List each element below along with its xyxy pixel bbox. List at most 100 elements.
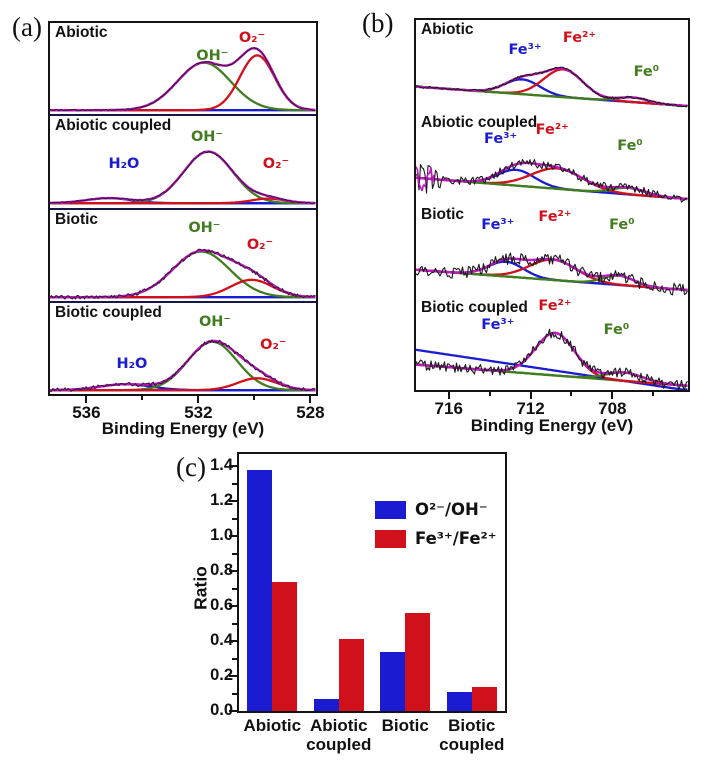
x-axis-tick [447, 392, 450, 399]
peak-label: Fe³⁺ [508, 42, 542, 59]
subpanel-title: Abiotic [55, 24, 108, 41]
peak-label: Fe⁰ [617, 138, 643, 155]
peak-label: O₂⁻ [260, 336, 287, 353]
y-axis-minor-tick [232, 657, 237, 660]
x-axis-tick [611, 392, 614, 399]
spectrum-plot [50, 47, 316, 112]
spectrum-plot [50, 150, 316, 205]
category-label: Biotic coupled [439, 716, 505, 755]
y-axis-tick [229, 640, 237, 643]
peak-label: O₂⁻ [262, 156, 290, 173]
y-axis-tick [229, 465, 237, 468]
bar-fefe-2 [405, 613, 431, 711]
x-axis-minor-tick [570, 392, 573, 396]
y-axis-tick-label: 0.0 [210, 701, 233, 719]
y-axis-tick [229, 535, 237, 538]
spectrum-plot [416, 252, 688, 296]
y-axis-minor-tick [232, 622, 237, 625]
subpanel-title: Abiotic [421, 21, 474, 38]
legend-item-o2-oh: O²⁻/OH⁻ [375, 500, 497, 519]
y-axis-tick [229, 570, 237, 573]
y-axis-tick-label: 0.2 [210, 666, 233, 685]
bar-ooh-0 [247, 469, 273, 711]
x-axis-tick-label: 708 [598, 399, 627, 418]
peak-label: Fe³⁺ [481, 316, 515, 333]
subpanel-title: Abiotic coupled [55, 117, 172, 135]
legend-swatch-red [375, 529, 406, 548]
legend-label-o2-oh: O²⁻/OH⁻ [415, 500, 488, 519]
bar-fefe-3 [471, 686, 497, 711]
y-axis-minor-tick [232, 552, 237, 555]
x-axis-tick [85, 396, 88, 403]
peak-label: Fe⁰ [603, 322, 630, 339]
subpanel-title: Biotic coupled [421, 298, 528, 316]
y-axis-tick-label: 0.4 [210, 631, 233, 650]
peak-label: H₂O [108, 156, 140, 173]
subpanel-title: Biotic [421, 206, 465, 223]
peak-label: OH⁻ [190, 129, 224, 146]
x-axis-minor-tick [141, 396, 144, 400]
peak-label: Fe³⁺ [481, 217, 515, 234]
peak-label: OH⁻ [188, 220, 221, 237]
subpanel-biotic-coupled: Biotic coupled Fe³⁺ Fe²⁺ Fe⁰ [416, 298, 688, 390]
legend-label-fe3-fe2: Fe³⁺/Fe²⁺ [415, 529, 497, 548]
subpanel-biotic-coupled: Biotic coupled H₂O OH⁻ O₂⁻ [50, 303, 316, 394]
peak-label: Fe²⁺ [562, 30, 597, 47]
subpanel-abiotic: Abiotic OH⁻ O₂⁻ [50, 23, 316, 117]
y-axis-tick-label: 1.0 [210, 526, 233, 545]
peak-label: OH⁻ [198, 313, 232, 330]
y-axis-minor-tick [232, 587, 237, 590]
peak-label: Fe²⁺ [538, 298, 572, 315]
subpanel-biotic: Biotic Fe³⁺ Fe²⁺ Fe⁰ [416, 205, 688, 298]
bar-ooh-1 [313, 698, 339, 711]
panel-c-categories: Abiotic Abiotic coupled Biotic Biotic coupl… [239, 716, 505, 762]
x-axis-tick-label: 716 [434, 399, 463, 418]
y-axis-minor-tick [232, 482, 237, 485]
y-axis-tick [229, 675, 237, 678]
peak-label: Fe³⁺ [484, 131, 518, 147]
x-axis-tick-label: 712 [516, 399, 545, 418]
legend-swatch-blue [375, 500, 406, 519]
peak-label: O₂⁻ [246, 236, 274, 253]
peak-label: Fe⁰ [633, 64, 660, 81]
bar-fefe-1 [338, 639, 364, 711]
y-axis-tick-label: 0.6 [210, 596, 233, 615]
subpanel-biotic: Biotic OH⁻ O₂⁻ [50, 210, 316, 303]
legend: O²⁻/OH⁻ Fe³⁺/Fe²⁺ [375, 500, 497, 548]
panel-a-xaxis: 536 532 528 [50, 396, 325, 428]
y-axis-tick-label: 1.2 [210, 491, 233, 510]
x-axis-minor-tick [652, 392, 655, 396]
bar-ooh-3 [446, 691, 472, 711]
bar-fefe-0 [272, 581, 298, 711]
peak-label: OH⁻ [196, 47, 229, 64]
y-axis-minor-tick [232, 517, 237, 520]
x-axis-tick [529, 392, 532, 399]
legend-item-fe3-fe2: Fe³⁺/Fe²⁺ [375, 529, 497, 548]
spectrum-plot [416, 328, 688, 390]
x-axis-tick [197, 396, 200, 403]
peak-label: Fe⁰ [609, 217, 635, 234]
y-axis-tick [229, 710, 237, 712]
x-axis-tick-label: 528 [296, 403, 325, 422]
panel-a-spectra: Abiotic OH⁻ O₂⁻ Abiotic coupled H₂O OH⁻ O₂⁻ Bio… [48, 21, 318, 396]
x-axis-tick-label: 532 [184, 403, 213, 422]
category-label: Abiotic coupled [306, 716, 372, 755]
peak-label: Fe²⁺ [535, 121, 569, 138]
subpanel-title: Abiotic coupled [421, 113, 538, 131]
panel-a-xlabel: Binding Energy (eV) [101, 419, 265, 438]
subpanel-abiotic-coupled: Abiotic coupled Fe³⁺ Fe²⁺ Fe⁰ [416, 113, 688, 206]
panel-c-plot: O²⁻/OH⁻ Fe³⁺/Fe²⁺ 0.0 0.2 0.4 0.6 0.8 1.0 1.2 1… [210, 452, 507, 719]
panel-b-letter: (b) [362, 8, 394, 38]
panel-c-letter: (c) [176, 452, 206, 482]
x-axis-minor-tick [488, 392, 491, 396]
panel-b-spectra: Abiotic Fe³⁺ Fe²⁺ Fe⁰ Abiotic coupled Fe³⁺ Fe²… [414, 18, 690, 392]
panel-a-letter: (a) [12, 12, 42, 42]
bar-ooh-2 [380, 651, 406, 711]
subpanel-abiotic: Abiotic Fe³⁺ Fe²⁺ Fe⁰ [416, 20, 688, 113]
category-label: Abiotic [243, 716, 302, 735]
peak-label: H₂O [116, 355, 148, 372]
panel-b-xaxis: 716 712 708 [416, 392, 688, 424]
peak-label: O₂⁻ [238, 30, 266, 47]
peak-label: Fe²⁺ [538, 208, 572, 225]
